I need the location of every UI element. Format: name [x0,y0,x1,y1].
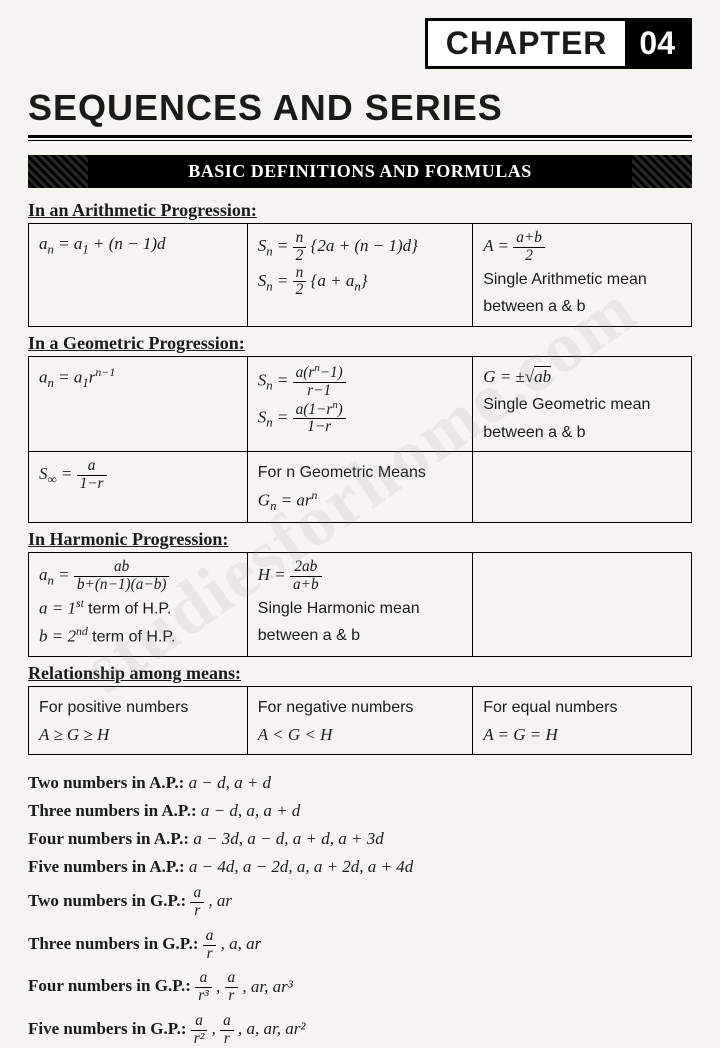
gp-geometric-means: For n Geometric Means Gn = arn [247,452,472,523]
list-item: Three numbers in G.P.: ar , a, ar [28,928,692,963]
list-label: Two numbers in A.P.: [28,773,189,792]
heading-ap: In an Arithmetic Progression: [28,200,692,221]
chapter-label: CHAPTER [428,21,626,66]
table-rel: For positive numbers A ≥ G ≥ H For negat… [28,686,692,755]
gp-formula-sn: Sn = a(rn−1)r−1 Sn = a(1−rn)1−r [247,356,472,451]
hp-formula-an: an = abb+(n−1)(a−b) a = 1st term of H.P.… [29,553,248,657]
list-item: Five numbers in A.P.: a − 4d, a − 2d, a,… [28,857,692,877]
rel-equal: For equal numbers A = G = H [473,687,692,755]
heading-rel: Relationship among means: [28,663,692,684]
list-item: Four numbers in A.P.: a − 3d, a − d, a +… [28,829,692,849]
list-label: Four numbers in G.P.: [28,977,195,996]
hp-empty-cell [473,553,692,657]
list-label: Three numbers in A.P.: [28,801,201,820]
list-value: a − 3d, a − d, a + d, a + 3d [193,829,383,848]
chapter-box: CHAPTER 04 [425,18,692,69]
title-underline [28,135,692,141]
list-item: Two numbers in G.P.: ar , ar [28,885,692,920]
rel-eq-label: For equal numbers [483,699,617,716]
list-value: ar , ar [190,891,232,910]
list-value: a − d, a + d [189,773,271,792]
ap-mean-desc: Single Arithmetic mean between a & b [483,271,647,316]
rel-positive: For positive numbers A ≥ G ≥ H [29,687,248,755]
rel-neg-label: For negative numbers [258,699,414,716]
heading-gp: In a Geometric Progression: [28,333,692,354]
rel-pos-formula: A ≥ G ≥ H [39,725,109,744]
list-value: ar² , ar , a, ar, ar² [191,1019,306,1038]
gp-empty-cell [473,452,692,523]
page-title: SEQUENCES AND SERIES [28,87,692,129]
rel-eq-formula: A = G = H [483,725,558,744]
rel-pos-label: For positive numbers [39,699,188,716]
list-value: a − d, a, a + d [201,801,300,820]
list-value: ar , a, ar [203,934,262,953]
list-label: Four numbers in A.P.: [28,829,193,848]
numbers-list: Two numbers in A.P.: a − d, a + d Three … [28,773,692,1048]
gp-formula-an: an = a1rn−1 [29,356,248,451]
section-banner: BASIC DEFINITIONS AND FORMULAS [28,155,692,188]
rel-neg-formula: A < G < H [258,725,333,744]
chapter-number: 04 [625,21,689,66]
gp-formula-mean: G = ±√ab Single Geometric mean between a… [473,356,692,451]
heading-hp: In Harmonic Progression: [28,529,692,550]
list-item: Three numbers in A.P.: a − d, a, a + d [28,801,692,821]
rel-negative: For negative numbers A < G < H [247,687,472,755]
ap-formula-an: an = a1 + (n − 1)d [29,224,248,327]
table-hp: an = abb+(n−1)(a−b) a = 1st term of H.P.… [28,552,692,657]
list-item: Two numbers in A.P.: a − d, a + d [28,773,692,793]
hp-formula-mean: H = 2aba+b Single Harmonic mean between … [247,553,472,657]
list-label: Five numbers in G.P.: [28,1019,191,1038]
chapter-bar: CHAPTER 04 [28,18,692,69]
hp-mean-desc: Single Harmonic mean between a & b [258,600,420,645]
list-value: ar³ , ar , ar, ar³ [195,977,293,996]
ap-formula-sn: Sn = n2 {2a + (n − 1)d} Sn = n2 {a + an} [247,224,472,327]
gp-gm-label: For n Geometric Means [258,464,426,481]
list-label: Two numbers in G.P.: [28,891,190,910]
list-item: Four numbers in G.P.: ar³ , ar , ar, ar³ [28,970,692,1005]
list-item: Five numbers in G.P.: ar² , ar , a, ar, … [28,1013,692,1048]
table-gp: an = a1rn−1 Sn = a(rn−1)r−1 Sn = a(1−rn)… [28,356,692,523]
ap-formula-mean: A = a+b2 Single Arithmetic mean between … [473,224,692,327]
list-label: Five numbers in A.P.: [28,857,189,876]
gp-formula-sinf: S∞ = a1−r [29,452,248,523]
list-label: Three numbers in G.P.: [28,934,203,953]
list-value: a − 4d, a − 2d, a, a + 2d, a + 4d [189,857,413,876]
table-ap: an = a1 + (n − 1)d Sn = n2 {2a + (n − 1)… [28,223,692,327]
gp-mean-desc: Single Geometric mean between a & b [483,396,650,441]
